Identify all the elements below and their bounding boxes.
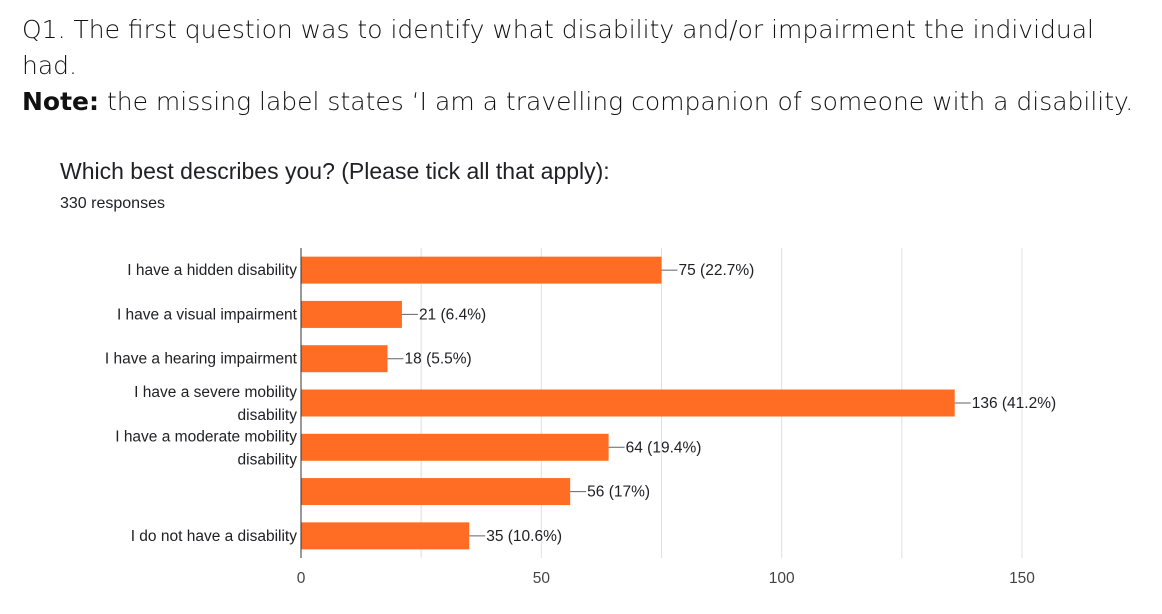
bar [301,522,470,550]
data-label: 75 (22.7%) [679,262,755,279]
bar [301,433,609,461]
category-label: I have a visual impairment [117,306,298,323]
x-tick-label: 150 [1009,570,1035,587]
category-label-line: I have a severe mobility [134,384,297,401]
data-label: 21 (6.4%) [419,306,486,323]
bar [301,345,388,373]
data-label: 56 (17%) [587,484,650,501]
x-tick-label: 0 [297,570,306,587]
note-label: Note: [22,87,100,116]
category-label: I have a severe mobility disability [134,384,297,424]
category-label: I have a hidden disability [127,262,297,279]
bar [301,300,402,328]
data-label: 136 (41.2%) [972,395,1056,412]
category-label-line: disability [238,407,298,424]
bar [301,478,571,506]
data-label: 18 (5.5%) [405,351,472,368]
bar [301,256,662,284]
category-label: I have a moderate mobility disability [115,428,297,468]
intro-note: Note: the missing label states ‘I am a t… [22,84,1152,120]
data-label: 64 (19.4%) [626,439,702,456]
category-label-line: disability [238,451,298,468]
x-tick-label: 50 [533,570,551,587]
chart-title: Which best describes you? (Please tick a… [60,158,610,184]
category-label: I do not have a disability [131,528,298,545]
x-tick-label: 100 [769,570,795,587]
data-label: 35 (10.6%) [486,528,562,545]
category-label-line: I have a moderate mobility [115,428,297,445]
intro-question: Q1. The first question was to identify w… [22,15,1094,80]
note-text: the missing label states ‘I am a travell… [99,87,1134,116]
category-label: I have a hearing impairment [105,351,298,368]
bar [301,389,955,417]
intro-text: Q1. The first question was to identify w… [22,12,1152,120]
response-count: 330 responses [60,195,165,212]
